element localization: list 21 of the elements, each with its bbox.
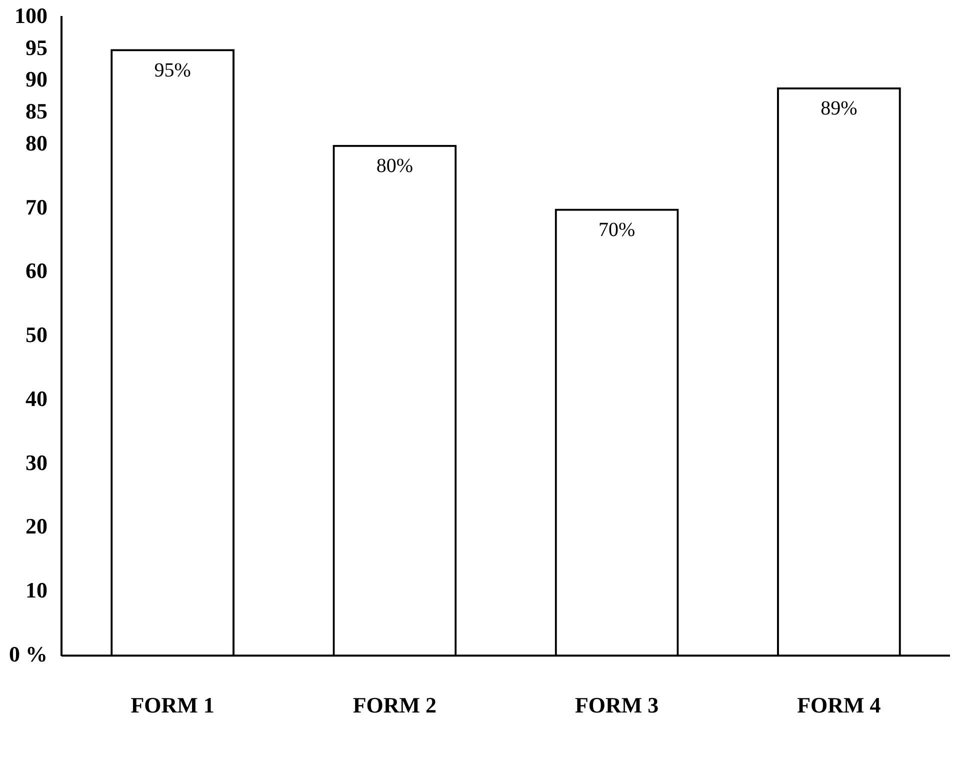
y-tick-label: 10 — [26, 577, 48, 602]
x-tick-label: FORM 3 — [574, 692, 659, 718]
y-tick-label: 100 — [14, 2, 48, 28]
x-tick-label: FORM 2 — [352, 692, 437, 718]
y-tick-label: 20 — [26, 514, 48, 539]
x-tick-label: FORM 4 — [797, 692, 881, 718]
y-tick-label: 0 % — [9, 641, 48, 666]
y-tick-label: 60 — [26, 258, 48, 284]
y-tick-label: 70 — [26, 194, 48, 220]
x-tick-label: FORM 1 — [130, 692, 214, 718]
y-tick-label: 95 — [26, 34, 48, 60]
y-tick-label: 40 — [26, 386, 48, 411]
y-tick-label: 80 — [26, 130, 48, 156]
y-tick-label: 50 — [26, 322, 48, 348]
data-label: 80% — [376, 155, 414, 178]
data-label: 95% — [154, 59, 191, 82]
data-label: 70% — [598, 218, 636, 241]
y-tick-label: 85 — [26, 98, 48, 124]
data-label: 89% — [820, 98, 858, 120]
y-tick-label: 90 — [26, 66, 48, 92]
y-tick-label: 30 — [26, 450, 48, 475]
